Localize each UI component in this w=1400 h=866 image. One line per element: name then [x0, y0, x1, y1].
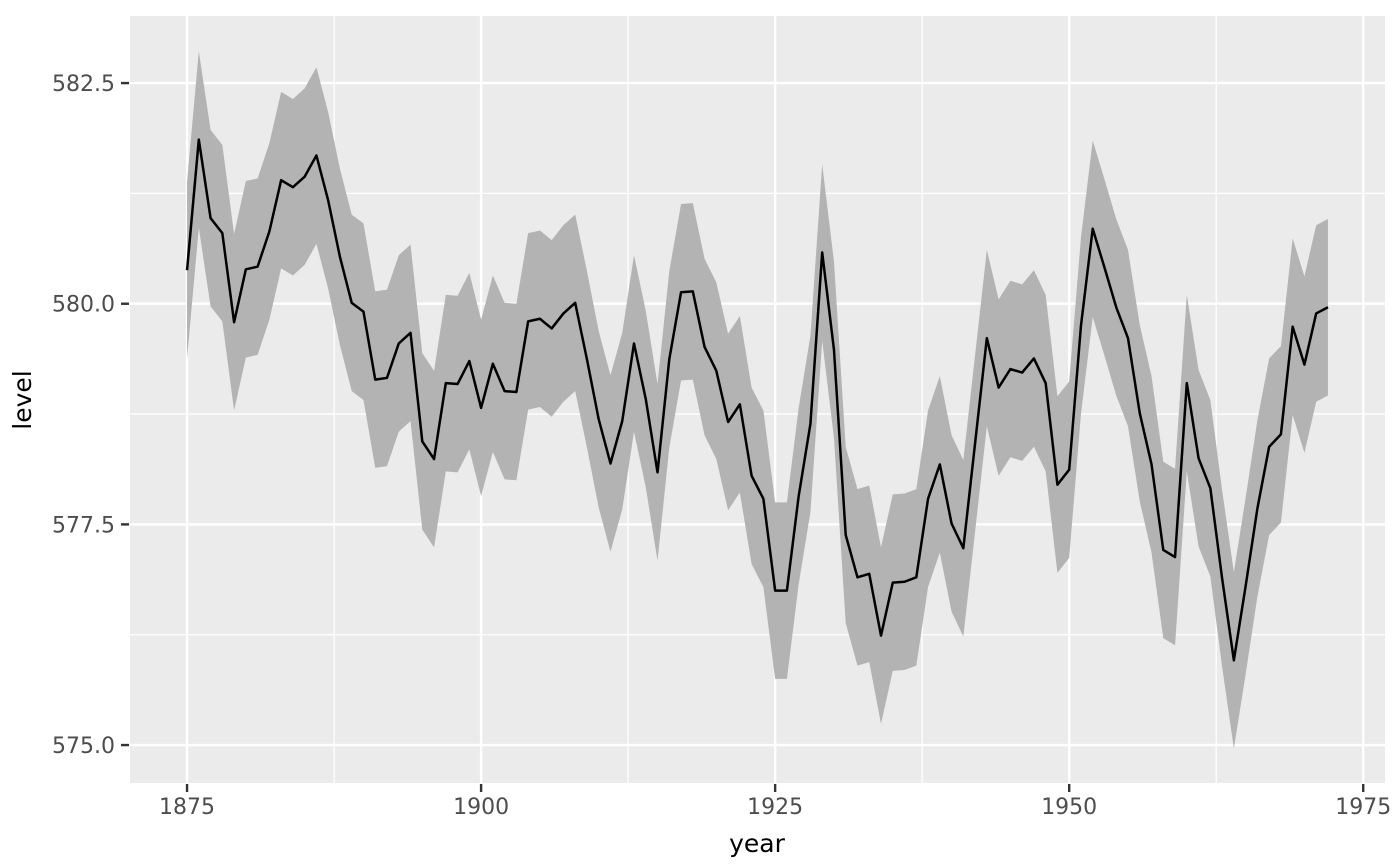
x-tick-label: 1925	[747, 795, 803, 820]
x-axis-title: year	[729, 829, 785, 858]
x-tick-label: 1875	[159, 795, 215, 820]
plot-area: 1875 1900 1925 1950 1975 575.0 577.5 580.0 582.5	[52, 16, 1391, 820]
confidence-ribbon	[187, 51, 1328, 749]
x-tick-label: 1950	[1041, 795, 1097, 820]
y-tick-label: 580.0	[52, 293, 115, 318]
y-tick-label: 575.0	[52, 734, 115, 759]
level-line	[185, 138, 1329, 662]
y-tick-label: 577.5	[52, 513, 115, 538]
x-tick-label: 1900	[453, 795, 509, 820]
y-axis-title: level	[8, 370, 37, 429]
x-tick-label: 1975	[1335, 795, 1391, 820]
y-tick-label: 582.5	[52, 72, 115, 97]
